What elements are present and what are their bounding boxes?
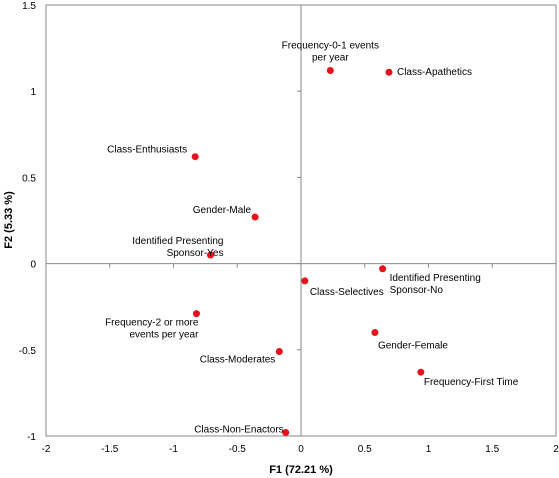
y-tick-label: -1: [27, 432, 36, 443]
data-point: [385, 68, 393, 76]
data-point: [326, 67, 334, 75]
data-point: [417, 368, 425, 376]
point-label: Class-Non-Enactors: [194, 425, 283, 436]
data-point: [251, 213, 259, 221]
tick-labels: -2 -1.5 -1 -0.5 0 0.5 1 1.5 2 -1 -0.5 0 0.5 1 1.5: [19, 1, 559, 455]
data-point: [192, 310, 200, 318]
point-label: Frequency-First Time: [424, 377, 519, 388]
point-label: Class-Apathetics: [397, 67, 472, 78]
point-label: Class-Enthusiasts: [107, 145, 187, 156]
data-point: [206, 251, 214, 259]
point-labels: Frequency-0-1 events per year Class-Apathe…: [105, 41, 519, 436]
x-tick-label: -1.5: [101, 444, 119, 455]
point-label: Class-Selectives: [310, 287, 384, 298]
data-point: [379, 265, 387, 273]
x-tick-label: 2: [553, 444, 559, 455]
y-axis-title: F2 (5.33 %): [3, 191, 15, 249]
data-points: [191, 67, 425, 437]
data-point: [275, 348, 283, 356]
point-label: Gender-Male: [193, 205, 252, 216]
data-point: [371, 329, 379, 337]
x-tick-label: 1.5: [485, 444, 499, 455]
data-point: [301, 277, 309, 285]
y-tick-label: 1: [30, 87, 36, 98]
point-label: Frequency-0-1 events per year: [282, 41, 379, 64]
y-tick-label: 1.5: [22, 1, 36, 12]
y-tick-label: -0.5: [19, 346, 37, 357]
x-tick-label: -2: [42, 444, 51, 455]
x-tick-label: -1: [169, 444, 178, 455]
x-tick-label: 0.5: [358, 444, 372, 455]
x-axis-title: F1 (72.21 %): [269, 464, 333, 476]
point-label: Identified Presenting Sponsor-No: [390, 273, 481, 296]
x-tick-label: 1: [426, 444, 432, 455]
axes-layer: [45, 4, 557, 437]
point-label: Identified Presenting Sponsor-Yes: [132, 236, 223, 259]
y-tick-label: 0.5: [22, 173, 36, 184]
y-tick-label: 0: [30, 260, 36, 271]
point-label: Class-Moderates: [200, 355, 276, 366]
point-label: Frequency-2 or more events per year: [105, 318, 199, 341]
data-point: [282, 429, 290, 437]
point-label: Gender-Female: [378, 341, 448, 352]
x-tick-label: -0.5: [229, 444, 247, 455]
data-point: [191, 153, 199, 161]
x-tick-label: 0: [298, 444, 304, 455]
